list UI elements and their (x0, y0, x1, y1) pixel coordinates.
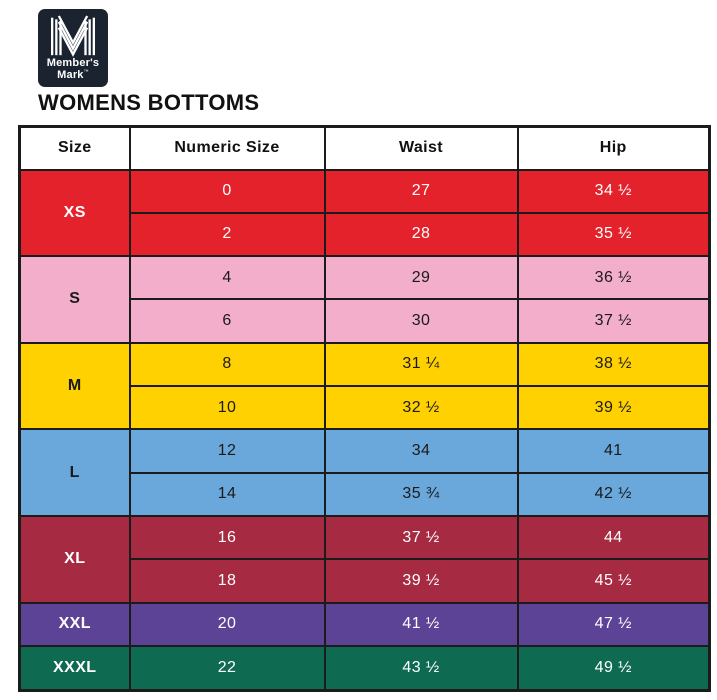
hip-cell: 38 ½ (516, 341, 711, 388)
size-row-xs-1: 2 28 35 ½ (19, 211, 711, 258)
size-row-xs-0: XS 0 27 34 ½ (18, 168, 711, 258)
size-label-l: L (18, 428, 131, 517)
hip-cell: 34 ½ (516, 168, 711, 214)
size-row-m-1: 10 32 ½ 39 ½ (19, 385, 711, 431)
trademark-symbol: ™ (83, 68, 89, 75)
numeric-size-cell: 20 (128, 601, 326, 647)
waist-cell: 32 ½ (323, 385, 519, 431)
hip-cell: 35 ½ (516, 211, 711, 258)
page-title: WOMENS BOTTOMS (38, 90, 260, 115)
numeric-size-cell: 16 (128, 514, 326, 561)
size-row-xl-1: 18 39 ½ 45 ½ (19, 558, 711, 604)
header-hip: Hip (516, 125, 711, 171)
members-mark-wordmark: Member's Mark™ (46, 57, 100, 82)
numeric-size-cell: 0 (128, 168, 326, 214)
numeric-size-cell: 22 (128, 644, 326, 692)
waist-cell: 28 (323, 211, 519, 258)
waist-cell: 31 ¼ (323, 341, 519, 388)
size-row-s-0: S 4 29 36 ½ (18, 255, 711, 344)
numeric-size-cell: 8 (128, 341, 326, 388)
size-row-l-1: 14 35 ¾ 42 ½ (19, 471, 711, 518)
hip-cell: 45 ½ (516, 558, 711, 604)
hip-cell: 39 ½ (516, 385, 711, 431)
size-chart-table: Size Numeric Size Waist Hip XS 0 27 34 ½ 2 28 35 … (18, 125, 711, 692)
members-mark-m-icon (51, 15, 95, 57)
header-row: Size Numeric Size Waist Hip (18, 125, 711, 171)
numeric-size-cell: 2 (128, 211, 326, 258)
waist-cell: 30 (323, 298, 519, 344)
waist-cell: 27 (323, 168, 519, 214)
hip-cell: 44 (516, 514, 711, 561)
header-size: Size (18, 125, 131, 171)
size-label-xxl: XXL (18, 601, 131, 647)
waist-cell: 35 ¾ (323, 471, 519, 518)
waist-cell: 39 ½ (323, 558, 519, 604)
hip-cell: 37 ½ (516, 298, 711, 344)
header-waist: Waist (323, 125, 519, 171)
numeric-size-cell: 6 (128, 298, 326, 344)
brand-line1: Member's (46, 57, 100, 69)
waist-cell: 29 (323, 255, 519, 301)
size-row-xxl-0: XXL 20 41 ½ 47 ½ (18, 601, 711, 647)
waist-cell: 41 ½ (323, 601, 519, 647)
hip-cell: 49 ½ (516, 644, 711, 692)
size-label-xs: XS (18, 168, 131, 258)
size-label-xl: XL (18, 515, 131, 604)
size-row-xl-0: XL 16 37 ½ 44 (18, 514, 711, 604)
hip-cell: 47 ½ (516, 601, 711, 647)
size-row-l-0: L 12 34 41 (18, 428, 711, 517)
members-mark-logo: Member's Mark™ (38, 9, 108, 87)
numeric-size-cell: 14 (128, 471, 326, 518)
waist-cell: 37 ½ (323, 514, 519, 561)
size-label-xxxl: XXXL (18, 644, 131, 692)
size-row-m-0: M 8 31 ¼ 38 ½ (18, 341, 711, 431)
header-numeric-size: Numeric Size (128, 125, 326, 171)
waist-cell: 43 ½ (323, 644, 519, 692)
brand-line2: Mark™ (57, 68, 89, 81)
numeric-size-cell: 12 (128, 428, 326, 474)
numeric-size-cell: 10 (128, 385, 326, 431)
size-label-m: M (18, 341, 131, 431)
size-label-s: S (18, 255, 131, 344)
numeric-size-cell: 18 (128, 558, 326, 604)
waist-cell: 34 (323, 428, 519, 474)
size-row-s-1: 6 30 37 ½ (19, 298, 711, 344)
hip-cell: 42 ½ (516, 471, 711, 518)
hip-cell: 36 ½ (516, 255, 711, 301)
size-row-xxxl-0: XXXL 22 43 ½ 49 ½ (18, 644, 711, 692)
hip-cell: 41 (516, 428, 711, 474)
numeric-size-cell: 4 (128, 255, 326, 301)
